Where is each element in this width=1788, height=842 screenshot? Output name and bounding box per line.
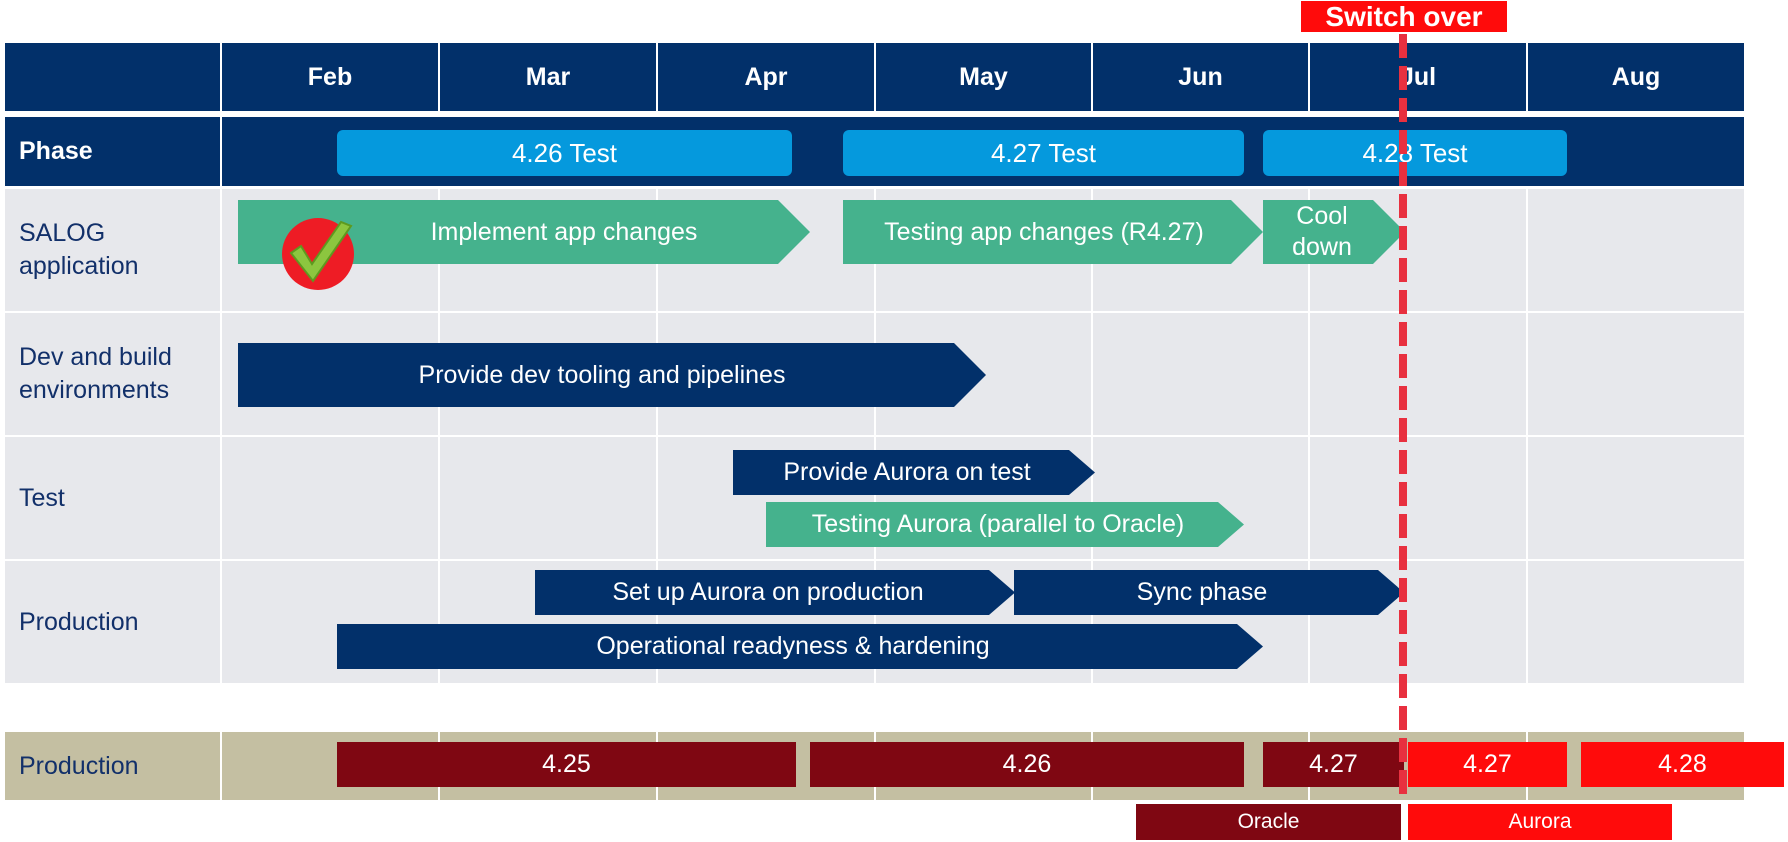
phase-4-28-test: 4.28 Test: [1263, 130, 1567, 176]
month-may: May: [876, 43, 1091, 111]
month-aug: Aug: [1528, 43, 1744, 111]
task-testing-aurora: Testing Aurora (parallel to Oracle): [766, 502, 1244, 547]
phase-4-26-test: 4.26 Test: [337, 130, 792, 176]
release-4-27-aurora: 4.27: [1408, 742, 1567, 787]
grid-line: [1091, 189, 1093, 683]
phase-row-label: Phase: [19, 137, 93, 165]
lane-label-salog: SALOG application: [19, 219, 139, 280]
release-4-28: 4.28: [1581, 742, 1784, 787]
grid-line: [220, 189, 222, 683]
switch-over-line: [1399, 34, 1407, 796]
legend-aurora: Aurora: [1408, 804, 1672, 840]
grid-line: [438, 189, 440, 683]
task-operational-readiness: Operational readyness & hardening: [337, 624, 1263, 669]
check-icon: [281, 217, 355, 291]
month-apr: Apr: [658, 43, 874, 111]
lane-label-test: Test: [19, 483, 65, 512]
legend-oracle: Oracle: [1136, 804, 1401, 840]
release-4-26: 4.26: [810, 742, 1244, 787]
grid-line: [874, 189, 876, 683]
grid-line: [1308, 189, 1310, 683]
month-jul: Jul: [1310, 43, 1526, 111]
release-4-27-oracle: 4.27: [1263, 742, 1404, 787]
grid-line: [656, 189, 658, 683]
release-4-25: 4.25: [337, 742, 796, 787]
task-sync-phase: Sync phase: [1014, 570, 1404, 615]
lane-label-dev: Dev and build environments: [19, 343, 172, 404]
phase-divider: [220, 117, 222, 186]
switch-over-label: Switch over: [1301, 1, 1507, 32]
header-corner: [5, 43, 220, 111]
month-mar: Mar: [440, 43, 656, 111]
lane-label-production: Production: [19, 607, 139, 636]
grid-line: [220, 732, 222, 800]
phase-4-27-test: 4.27 Test: [843, 130, 1244, 176]
task-provide-dev-tooling: Provide dev tooling and pipelines: [238, 343, 986, 407]
task-testing-app-changes: Testing app changes (R4.27): [843, 200, 1263, 264]
task-setup-aurora-production: Set up Aurora on production: [535, 570, 1015, 615]
task-provide-aurora-on-test: Provide Aurora on test: [733, 450, 1095, 495]
task-cool-down: Cool down: [1263, 200, 1405, 264]
grid-line: [1526, 189, 1528, 683]
month-feb: Feb: [222, 43, 438, 111]
month-jun: Jun: [1093, 43, 1308, 111]
production-release-label: Production: [19, 751, 139, 780]
